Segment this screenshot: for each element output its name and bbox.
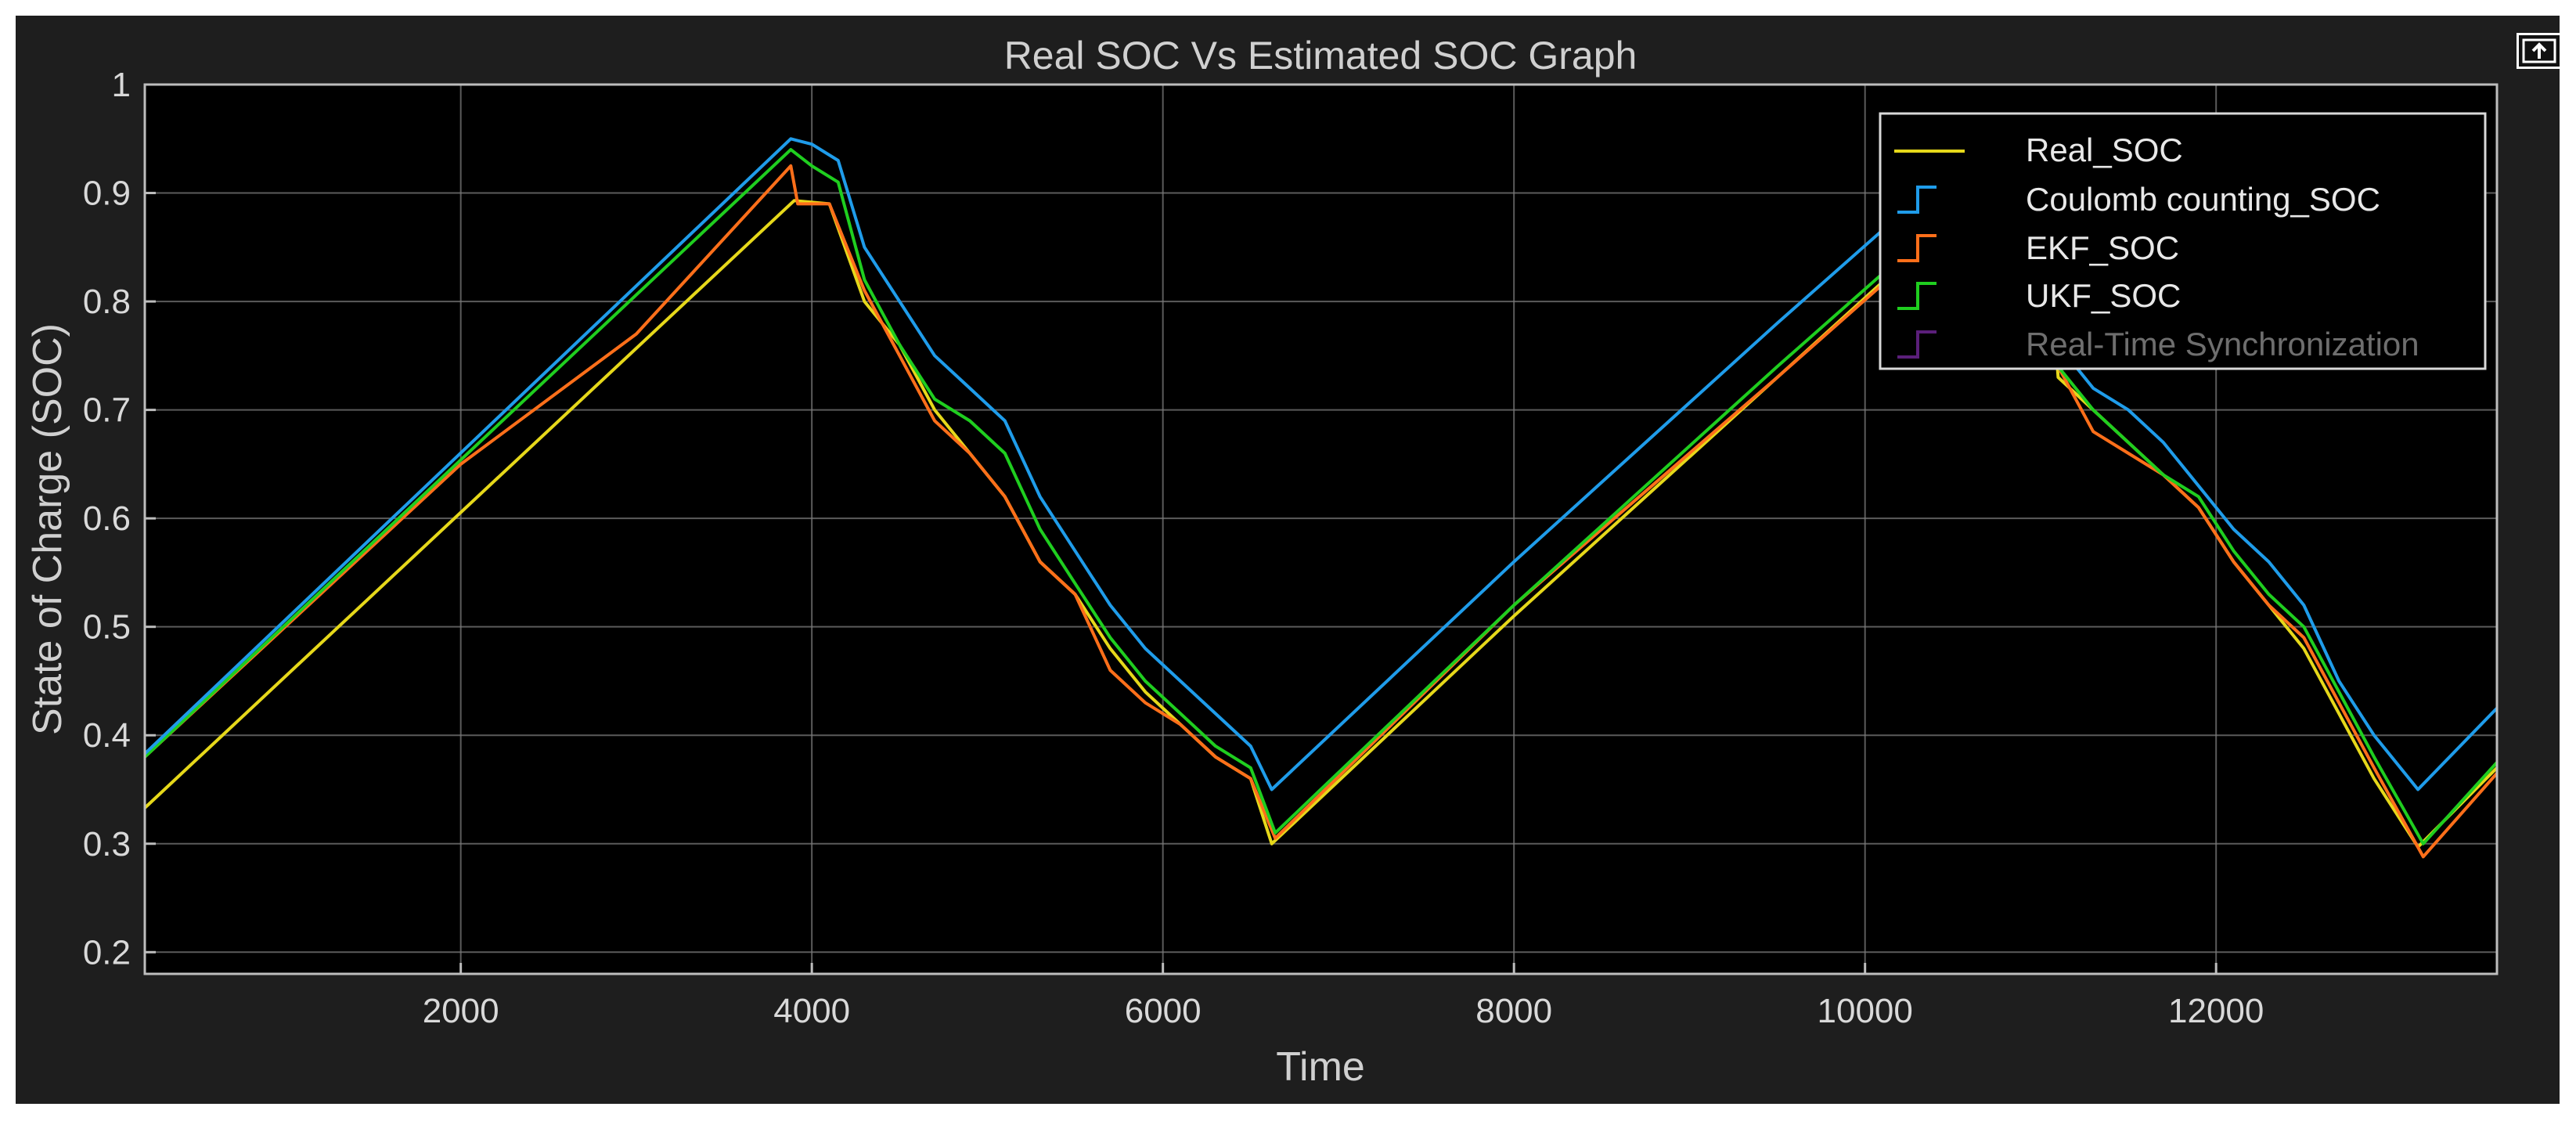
y-tick-label: 0.2 [83,933,131,972]
legend-label[interactable]: Real_SOC [2026,132,2183,168]
legend-swatch [1897,234,1937,262]
y-axis-label: State of Charge (SOC) [25,323,70,735]
y-tick-label: 0.4 [83,716,131,755]
figure-window: 2000 4000 6000 8000 10000 12000 0.2 0.3 0.4 0.5 0… [16,16,2562,1104]
series-line-ukf-soc [143,148,2499,845]
legend-label[interactable]: Real-Time Synchronization [2026,326,2419,362]
export-button[interactable] [2517,33,2562,69]
legend-box [1879,112,2487,370]
legend-label[interactable]: UKF_SOC [2026,277,2181,314]
series-line-ekf-soc [143,164,2499,859]
x-axis-label: Time [1276,1044,1365,1090]
x-tick-label: 2000 [423,992,499,1030]
y-tick-label: 0.8 [83,283,131,321]
series-line-coulomb-counting-soc [143,137,2499,791]
x-tick-labels: 2000 4000 6000 8000 10000 12000 [423,992,2264,1030]
y-tick-label: 0.7 [83,391,131,430]
chart: 2000 4000 6000 8000 10000 12000 0.20.30.40.50… [25,34,2499,1090]
series-layer [143,137,2499,859]
x-tick-label: 6000 [1125,992,1202,1030]
y-tick-label: 0.3 [83,825,131,863]
y-tick-label: 0.5 [83,608,131,647]
grid [145,83,2497,974]
legend-label[interactable]: EKF_SOC [2026,229,2179,266]
export-icon [2522,38,2556,63]
chart-title: Real SOC Vs Estimated SOC Graph [1004,34,1637,78]
legend-swatch [1897,186,1937,214]
legend-swatch [1897,282,1937,310]
axes-box [143,83,2499,975]
y-tick-labels: 0.2 0.3 0.4 0.5 0.6 0.7 0.8 0.9 1 [83,66,131,972]
legend-label[interactable]: Coulomb counting_SOC [2026,181,2380,218]
legend-swatch [1897,330,1937,359]
x-tick-label: 4000 [773,992,850,1030]
x-tick-label: 10000 [1818,992,1913,1030]
y-tick-label: 1 [112,66,131,104]
y-tick-label: 0.6 [83,499,131,538]
y-tick-label: 0.9 [83,175,131,213]
x-tick-label: 8000 [1475,992,1552,1030]
x-tick-label: 12000 [2168,992,2264,1030]
legend[interactable]: Real_SOC Coulomb counting_SOC EKF_SOC UKF_S… [1879,112,2487,370]
